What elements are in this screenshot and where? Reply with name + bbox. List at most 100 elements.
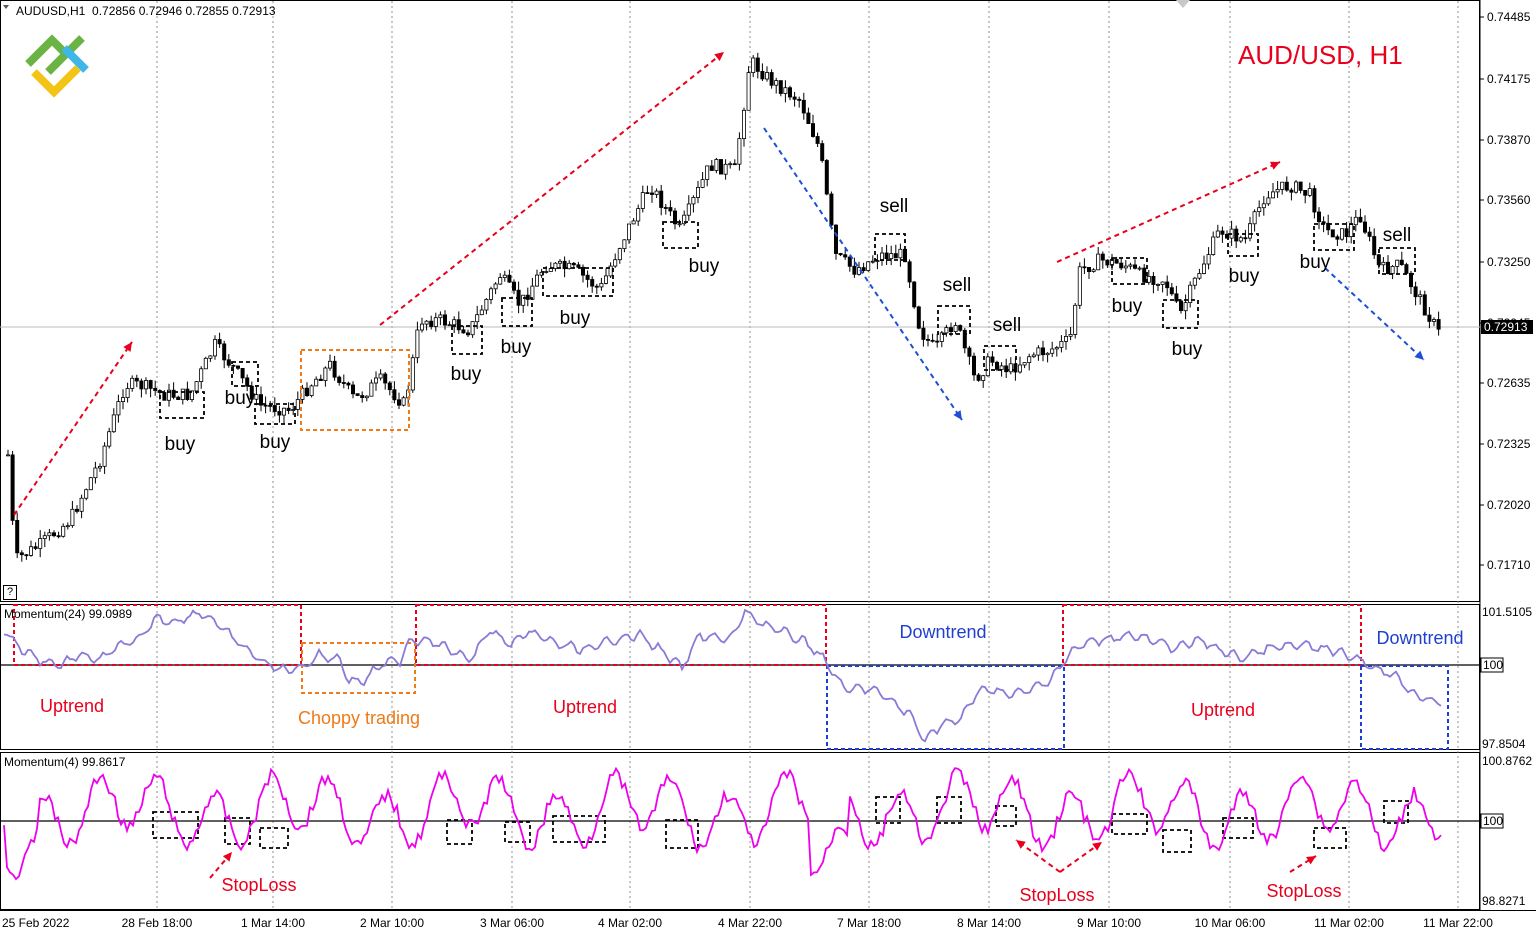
candle-body <box>696 186 701 198</box>
candle-body <box>1096 253 1101 271</box>
m24-axis-label: 101.5105 <box>1482 605 1532 619</box>
candle-body <box>1289 189 1294 193</box>
candle-body <box>475 314 480 323</box>
candle-body <box>581 266 586 276</box>
candle-body <box>1151 275 1156 285</box>
candle-body <box>659 190 664 208</box>
momentum24-path <box>3 608 1442 743</box>
time-tick-label: 10 Mar 06:00 <box>1195 916 1266 930</box>
candle-body <box>447 324 452 327</box>
scroll-marker-icon[interactable] <box>1176 0 1190 8</box>
candle-body <box>1137 267 1142 270</box>
candle-body <box>544 271 549 273</box>
price-tick-label: 0.74175 <box>1487 72 1531 86</box>
choppy-zone-box <box>300 349 410 431</box>
candle-body <box>1413 286 1418 298</box>
time-tick-label: 11 Mar 22:00 <box>1423 916 1493 930</box>
buy-zone-box <box>1111 257 1148 285</box>
candle-body <box>203 357 208 370</box>
candle-body <box>194 381 199 392</box>
candle-body <box>650 192 655 195</box>
candle-body <box>268 404 273 407</box>
uptrend-arrow-head <box>1270 161 1280 170</box>
candle-body <box>1119 262 1124 269</box>
price-tick-label: 0.72020 <box>1487 498 1531 512</box>
candle-body <box>811 123 816 137</box>
candle-body <box>1169 287 1174 295</box>
stoploss-arrow <box>1015 839 1061 873</box>
candle-body <box>479 309 484 316</box>
candle-body <box>1022 362 1027 366</box>
candle-body <box>1317 211 1322 223</box>
candle-body <box>838 253 843 256</box>
candle-body <box>1087 266 1092 272</box>
candle-body <box>1188 284 1193 304</box>
zone-label-choppy: Choppy trading <box>298 708 420 728</box>
momentum4-line: StopLoss StopLoss StopLoss <box>3 766 1442 905</box>
candle-body <box>604 275 609 284</box>
candle-body <box>1271 191 1276 199</box>
main-price-panel <box>0 0 1480 602</box>
candle-body <box>258 394 263 406</box>
price-tick-label: 0.73250 <box>1487 255 1531 269</box>
ohlc-values: 0.72856 0.72946 0.72855 0.72913 <box>92 4 276 18</box>
sell-label: sell <box>880 196 909 217</box>
time-tick-label: 4 Mar 02:00 <box>598 916 662 930</box>
candle-body <box>792 96 797 100</box>
candle-body <box>907 261 912 283</box>
candle-body <box>75 508 80 512</box>
candle-body <box>185 388 190 401</box>
buy-zone-box <box>231 361 259 387</box>
stoploss-zone-box <box>1313 827 1347 849</box>
candle-body <box>378 373 383 379</box>
candle-body <box>1330 229 1335 238</box>
candle-body <box>1358 216 1363 223</box>
stoploss-zone-box <box>552 815 606 843</box>
candle-body <box>870 260 875 263</box>
candle-body <box>686 203 691 216</box>
candle-body <box>1275 188 1280 193</box>
candle-body <box>765 72 770 80</box>
buy-zone-box <box>254 403 296 425</box>
candle-body <box>410 357 415 391</box>
candle-body <box>1390 265 1395 275</box>
time-tick-label: 2 Mar 10:00 <box>360 916 424 930</box>
candle-body <box>732 163 737 166</box>
candle-body <box>79 497 84 512</box>
buy-zone-box <box>501 297 533 327</box>
candle-body <box>1335 236 1340 240</box>
stoploss-zone-box <box>504 821 531 843</box>
candle-body <box>84 489 89 499</box>
time-tick-label: 3 Mar 06:00 <box>480 916 544 930</box>
candle-body <box>107 431 112 447</box>
candle-body <box>166 389 171 401</box>
candle-body <box>245 377 250 387</box>
candle-body <box>935 340 940 343</box>
candle-body <box>1238 237 1243 242</box>
candle-body <box>981 375 986 381</box>
candle-body <box>1395 259 1400 267</box>
m4-axis-label: 100 <box>1483 814 1503 828</box>
candle-body <box>677 223 682 226</box>
current-price-tag <box>1481 320 1533 334</box>
candle-body <box>843 254 848 258</box>
candle-body <box>1266 197 1271 205</box>
candle-body <box>217 339 222 345</box>
price-tick-label: 0.73560 <box>1487 193 1531 207</box>
help-button[interactable]: ? <box>3 585 17 600</box>
chart-title: AUD/USD, H1 <box>1238 40 1403 71</box>
candle-body <box>875 260 880 263</box>
candle-body <box>737 138 742 165</box>
candle-body <box>470 321 475 336</box>
buy-zone-box <box>1313 223 1355 251</box>
candle-body <box>346 382 351 386</box>
candle-body <box>452 319 457 326</box>
candle-body <box>488 288 493 300</box>
candle-body <box>1294 181 1299 193</box>
candle-body <box>1211 236 1216 256</box>
candle-body <box>636 208 641 222</box>
chart-menu-arrow-icon[interactable] <box>3 5 9 9</box>
candle-body <box>1197 273 1202 279</box>
